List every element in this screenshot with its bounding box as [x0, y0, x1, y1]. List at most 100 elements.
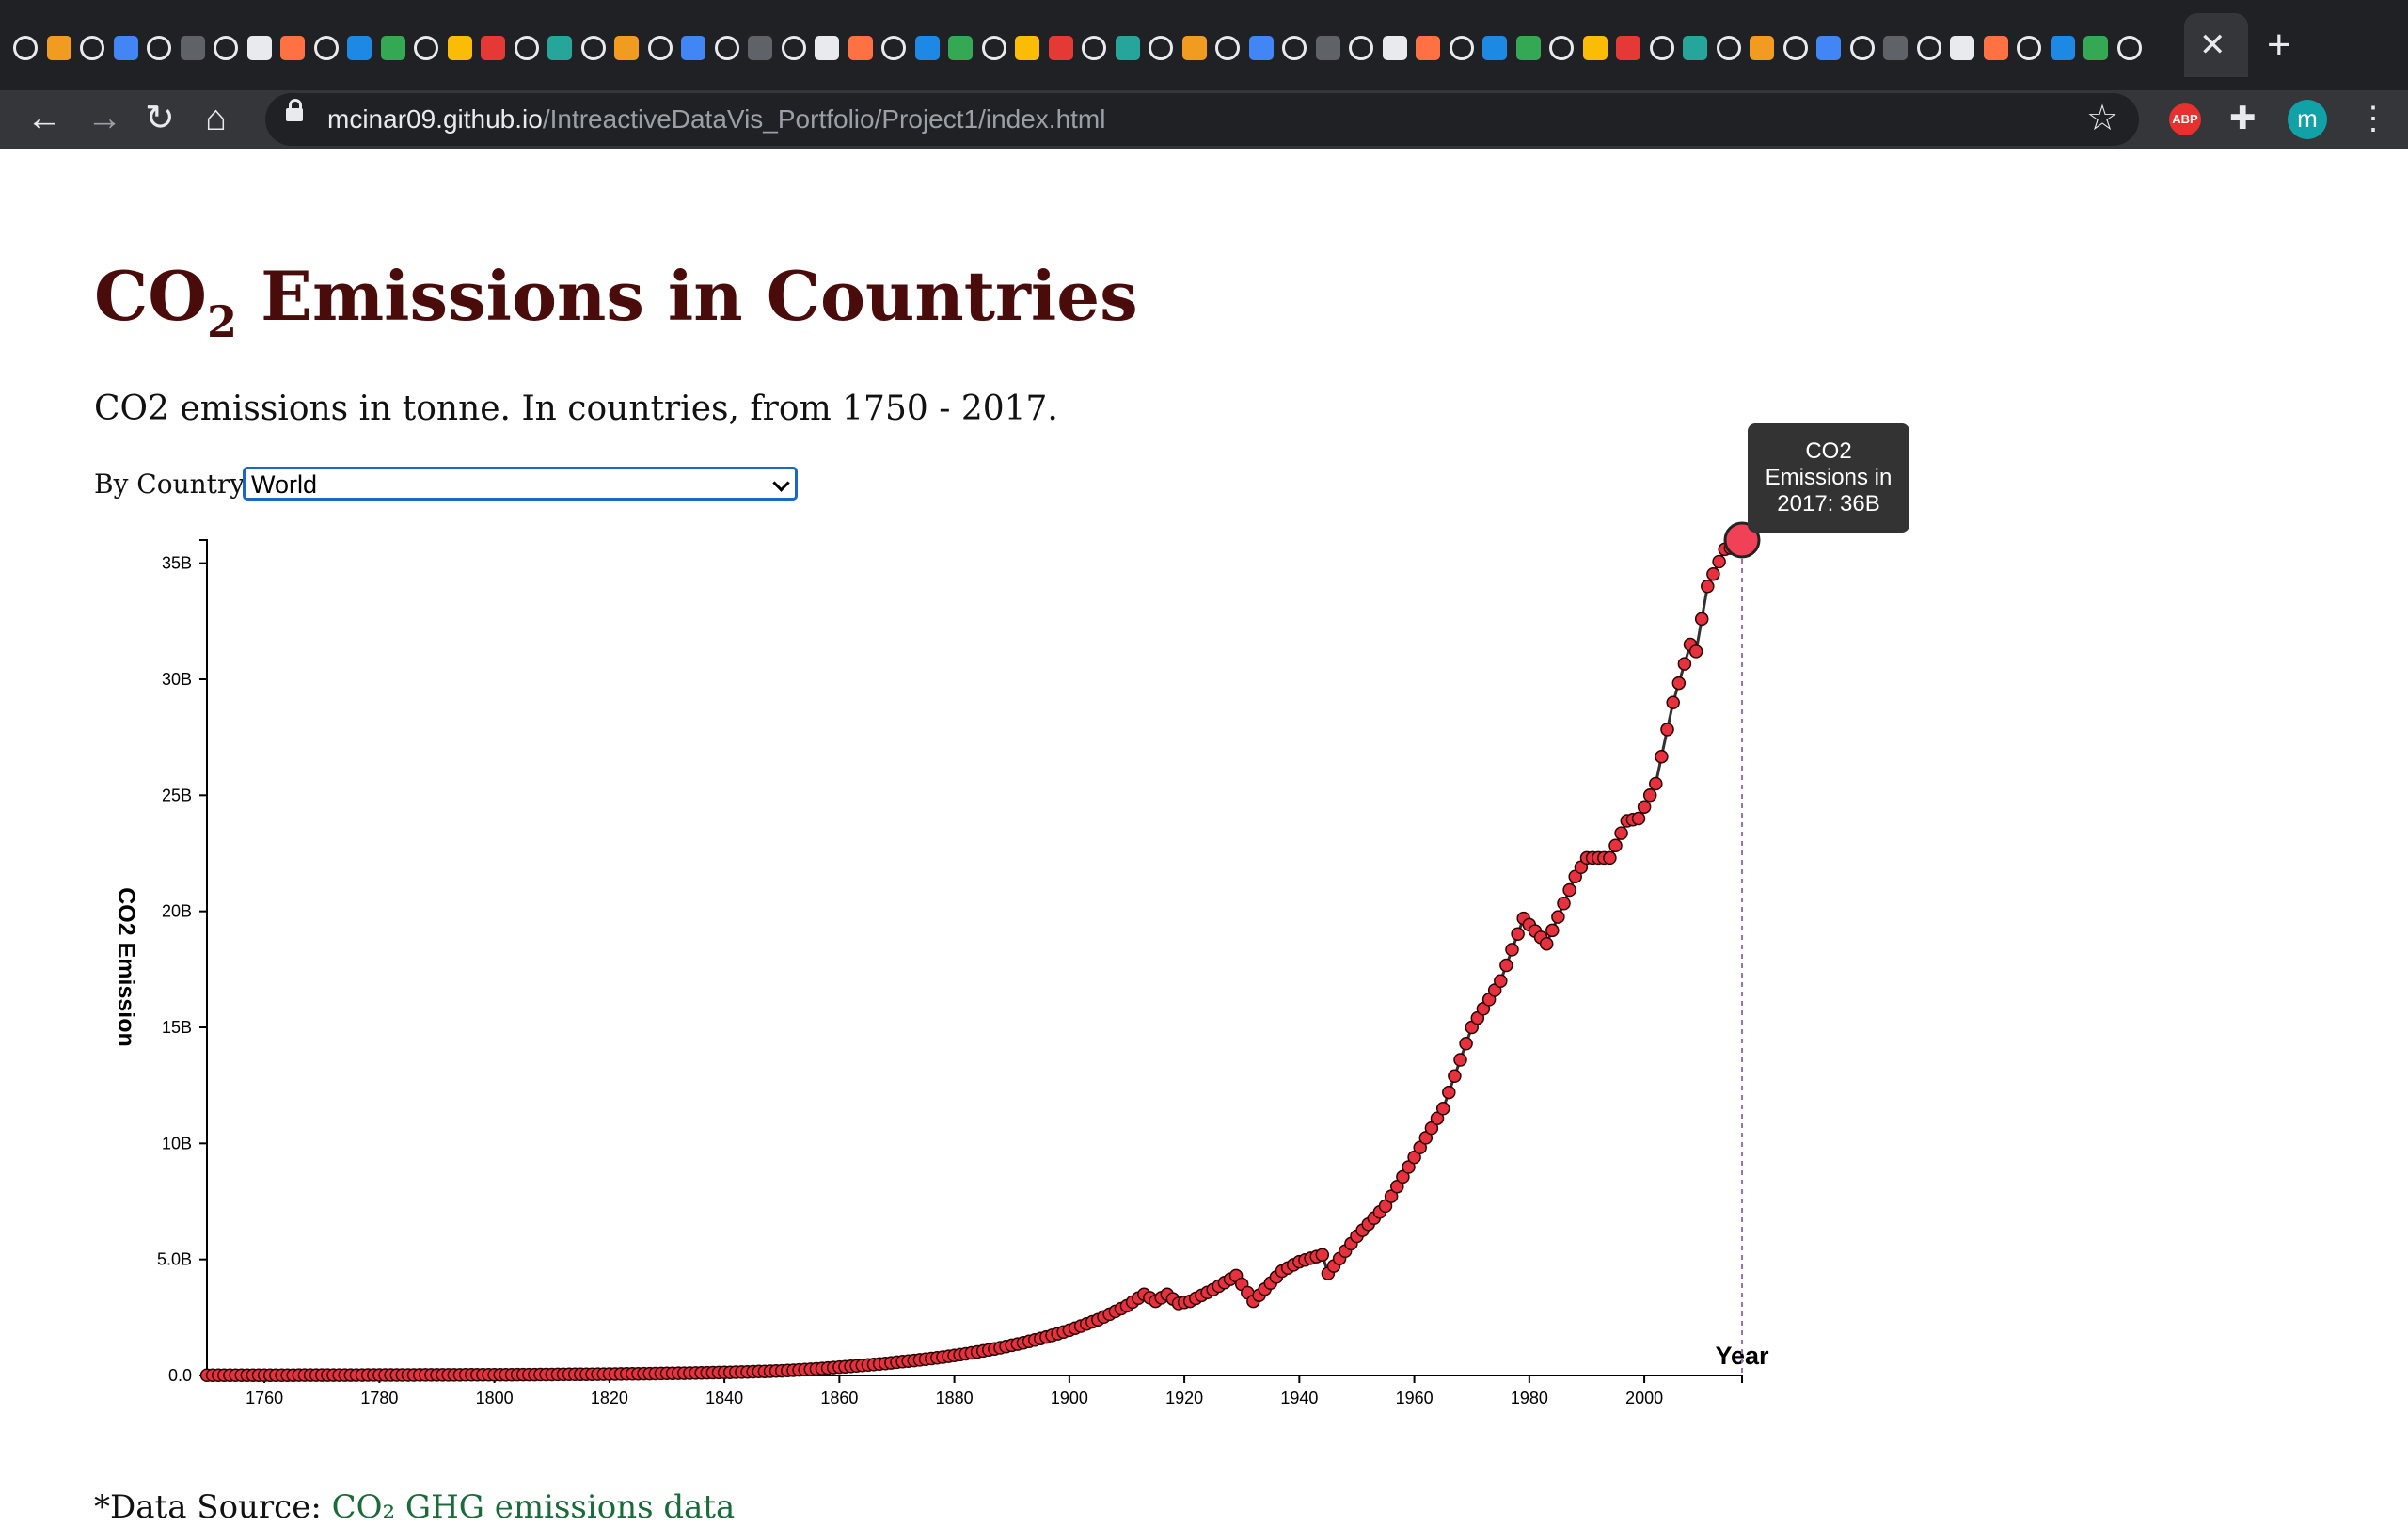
url-text[interactable]: mcinar09.github.io/IntreactiveDataVis_Po… [327, 104, 1105, 135]
data-source-note: *Data Source: CO₂ GHG emissions data [94, 1488, 735, 1526]
bookmark-star-icon[interactable]: ☆ [2086, 99, 2119, 138]
tab-favicon-icon[interactable] [981, 36, 1006, 60]
tab-favicon-icon[interactable] [2050, 36, 2075, 60]
tab-favicon-icon[interactable] [246, 36, 272, 60]
tab-strip[interactable] [13, 24, 2177, 70]
tab-favicon-icon[interactable] [1248, 36, 1274, 60]
x-tick-label: 1820 [591, 1389, 628, 1407]
series-line [206, 539, 1744, 1377]
x-axis-title: Year [1715, 1342, 1769, 1370]
tab-favicon-icon[interactable] [214, 36, 238, 60]
tab-favicon-icon[interactable] [748, 36, 772, 60]
tab-favicon-icon[interactable] [2017, 36, 2041, 60]
x-tick-label: 1880 [936, 1389, 974, 1407]
x-tick-label: 1980 [1511, 1389, 1548, 1407]
tab-favicon-icon[interactable] [714, 36, 739, 60]
tab-favicon-icon[interactable] [1549, 36, 1574, 60]
tab-favicon-icon[interactable] [113, 36, 138, 60]
tab-favicon-icon[interactable] [180, 36, 205, 60]
tab-favicon-icon[interactable] [1782, 36, 1808, 60]
tab-favicon-icon[interactable] [1582, 36, 1608, 60]
tab-favicon-icon[interactable] [848, 36, 873, 60]
tab-favicon-icon[interactable] [2116, 36, 2142, 60]
tab-favicon-icon[interactable] [1215, 36, 1240, 60]
y-tick-label: 25B [162, 786, 192, 804]
y-tick-label: 20B [162, 902, 192, 921]
tab-favicon-icon[interactable] [46, 36, 71, 60]
tab-close-icon[interactable]: ✕ [2199, 27, 2226, 63]
tab-favicon-icon[interactable] [313, 36, 339, 60]
tab-favicon-icon[interactable] [547, 36, 572, 60]
tab-favicon-icon[interactable] [380, 36, 405, 60]
country-select[interactable]: World [243, 467, 798, 501]
back-icon[interactable]: ← [26, 99, 62, 138]
tab-favicon-icon[interactable] [80, 36, 104, 60]
tab-favicon-icon[interactable] [280, 36, 305, 60]
tab-favicon-icon[interactable] [580, 36, 606, 60]
tab-favicon-icon[interactable] [514, 36, 539, 60]
active-tab[interactable] [2184, 13, 2248, 77]
tab-favicon-icon[interactable] [914, 36, 940, 60]
tab-favicon-icon[interactable] [1149, 36, 1173, 60]
data-point [1551, 910, 1565, 924]
tab-favicon-icon[interactable] [1416, 36, 1440, 60]
tab-favicon-icon[interactable] [1683, 36, 1707, 60]
tab-favicon-icon[interactable] [347, 36, 372, 60]
tab-favicon-icon[interactable] [781, 36, 806, 60]
tab-favicon-icon[interactable] [614, 36, 639, 60]
tab-favicon-icon[interactable] [1983, 36, 2008, 60]
y-axis-title: CO2 Emission [113, 887, 139, 1047]
title-subscript: 2 [207, 296, 238, 347]
tab-favicon-icon[interactable] [1916, 36, 1941, 60]
adblock-extension-icon[interactable]: ABP [2169, 103, 2201, 135]
url-path: /IntreactiveDataVis_Portfolio/Project1/i… [542, 104, 1106, 134]
reload-icon[interactable]: ↻ [145, 99, 175, 138]
data-point [1384, 1189, 1399, 1203]
tab-favicon-icon[interactable] [1382, 36, 1407, 60]
extensions-puzzle-icon[interactable]: ✚ [2229, 101, 2257, 136]
tab-favicon-icon[interactable] [414, 36, 438, 60]
address-bar[interactable]: mcinar09.github.io/IntreactiveDataVis_Po… [265, 93, 2139, 146]
forward-icon[interactable]: → [87, 99, 122, 138]
browser-menu-icon[interactable]: ⋮ [2357, 101, 2389, 136]
tab-favicon-icon[interactable] [1048, 36, 1073, 60]
new-tab-button[interactable]: + [2267, 22, 2291, 68]
profile-avatar[interactable]: m [2288, 100, 2327, 139]
tab-favicon-icon[interactable] [1181, 36, 1207, 60]
browser-toolbar: ← → ↻ ⌂ mcinar09.github.io/IntreactiveDa… [0, 90, 2408, 149]
data-source-link[interactable]: CO₂ GHG emissions data [331, 1488, 736, 1526]
tab-favicon-icon[interactable] [948, 36, 973, 60]
tab-favicon-icon[interactable] [1883, 36, 1908, 60]
tab-favicon-icon[interactable] [2083, 36, 2108, 60]
tab-favicon-icon[interactable] [1816, 36, 1841, 60]
tab-favicon-icon[interactable] [1649, 36, 1674, 60]
tab-favicon-icon[interactable] [1082, 36, 1106, 60]
tab-favicon-icon[interactable] [1950, 36, 1974, 60]
tab-favicon-icon[interactable] [481, 36, 505, 60]
tab-favicon-icon[interactable] [1115, 36, 1140, 60]
home-icon[interactable]: ⌂ [205, 99, 227, 138]
tab-favicon-icon[interactable] [1750, 36, 1774, 60]
tab-favicon-icon[interactable] [1449, 36, 1474, 60]
tab-favicon-icon[interactable] [1716, 36, 1741, 60]
x-tick-label: 1840 [705, 1389, 743, 1407]
tab-favicon-icon[interactable] [1349, 36, 1373, 60]
x-tick-label: 1960 [1396, 1389, 1434, 1407]
tab-favicon-icon[interactable] [1315, 36, 1340, 60]
tab-favicon-icon[interactable] [447, 36, 472, 60]
data-point [1442, 1085, 1456, 1100]
tab-favicon-icon[interactable] [1482, 36, 1507, 60]
tab-favicon-icon[interactable] [13, 36, 38, 60]
tab-favicon-icon[interactable] [647, 36, 673, 60]
tab-favicon-icon[interactable] [147, 36, 171, 60]
tab-favicon-icon[interactable] [1282, 36, 1307, 60]
url-host: mcinar09.github.io [327, 104, 543, 134]
tab-favicon-icon[interactable] [1515, 36, 1541, 60]
data-point [1642, 788, 1657, 803]
tab-favicon-icon[interactable] [681, 36, 705, 60]
tab-favicon-icon[interactable] [815, 36, 839, 60]
tab-favicon-icon[interactable] [881, 36, 906, 60]
tab-favicon-icon[interactable] [1616, 36, 1640, 60]
tab-favicon-icon[interactable] [1849, 36, 1875, 60]
tab-favicon-icon[interactable] [1015, 36, 1039, 60]
